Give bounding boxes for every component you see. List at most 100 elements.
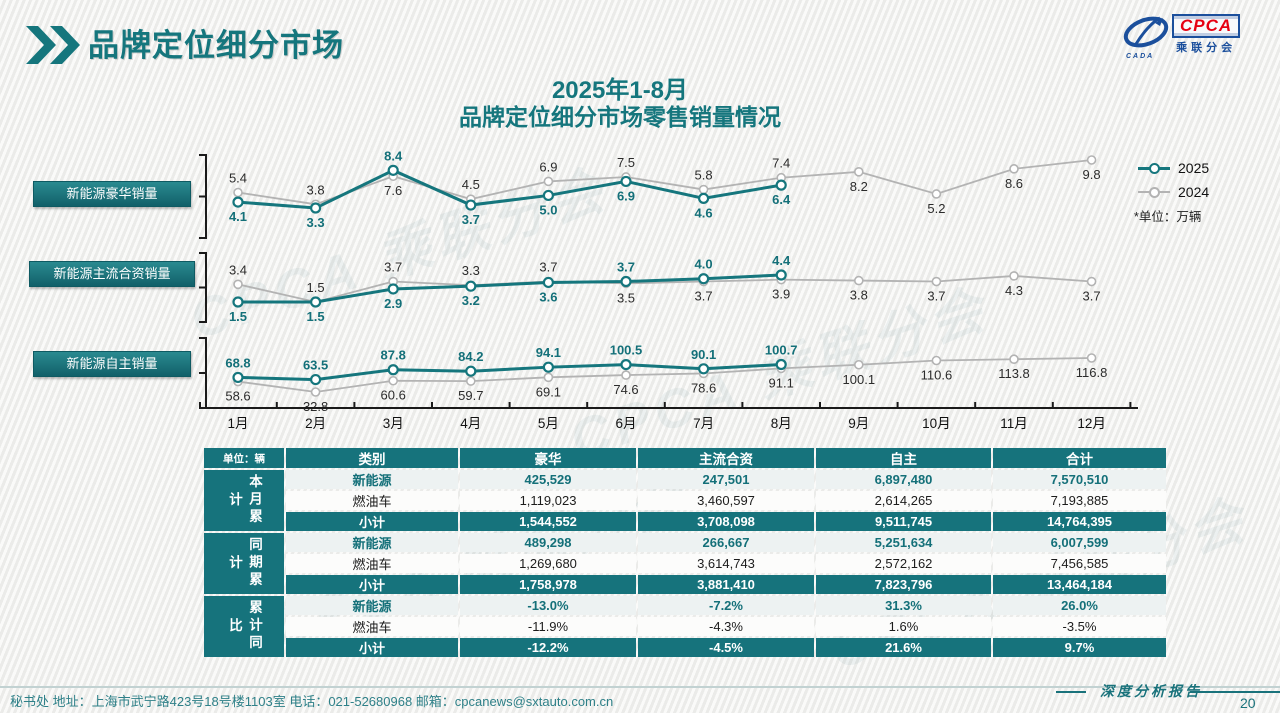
data-label: 3.7 [695, 289, 713, 304]
data-label: 84.2 [458, 349, 483, 364]
table-cell: 3,460,597 [638, 491, 814, 510]
data-label: 4.0 [695, 257, 713, 272]
table-header-row: 单位：辆 类别 豪华 主流合资 自主 合计 [204, 448, 1166, 468]
series-label-luxury: 新能源豪华销量 [33, 181, 191, 207]
table-cell: 247,501 [638, 470, 814, 489]
data-label: 3.9 [772, 287, 790, 302]
data-point-2024 [621, 370, 631, 380]
data-point-2024 [543, 372, 554, 383]
table-cell: 1,269,680 [460, 554, 636, 573]
footer-dash-left [1056, 691, 1086, 693]
table-row-label: 新能源 [286, 470, 458, 489]
data-point-2024 [853, 359, 864, 370]
data-label: 3.7 [617, 260, 635, 275]
cpca-logo: CADA CPCA 乘联分会 [1122, 14, 1241, 60]
data-label: 63.5 [303, 358, 328, 373]
table-group-label: 同期累计 [204, 533, 284, 594]
table-group-label: 本月累计 [204, 470, 284, 531]
data-point-2025 [775, 179, 787, 191]
data-label: 3.8 [850, 288, 868, 303]
data-label: 100.1 [843, 372, 876, 387]
data-point-2025 [542, 361, 554, 373]
legend-2025-marker [1138, 162, 1170, 174]
series-label-mainstream-jv: 新能源主流合资销量 [29, 261, 195, 287]
data-point-2025 [387, 283, 399, 295]
data-label: 3.7 [927, 289, 945, 304]
data-label: 68.8 [225, 355, 250, 370]
table-cell: -4.3% [638, 617, 814, 636]
legend-item-2024: 2024 [1138, 180, 1209, 204]
chart-title-line2: 品牌定位细分市场零售销量情况 [459, 104, 781, 130]
table-row-label: 燃油车 [286, 554, 458, 573]
data-label: 3.3 [307, 215, 325, 230]
data-point-2025 [387, 164, 399, 176]
table-row-label: 小计 [286, 638, 458, 657]
x-axis-month-label: 1月 [227, 416, 248, 431]
data-label: 5.4 [229, 170, 247, 185]
x-axis-month-label: 10月 [922, 416, 951, 431]
data-label: 6.4 [772, 192, 791, 207]
unit-note: *单位：万辆 [1134, 210, 1202, 224]
data-label: 7.5 [617, 155, 635, 170]
data-label: 3.6 [539, 289, 557, 304]
data-label: 4.5 [462, 177, 480, 192]
double-chevron-icon [26, 26, 82, 64]
table-cell: -11.9% [460, 617, 636, 636]
data-point-2024 [931, 189, 942, 199]
table-cell: 266,667 [638, 533, 814, 552]
data-label: 4.3 [1005, 283, 1023, 298]
data-point-2024 [233, 279, 243, 290]
table-cell: 3,881,410 [638, 575, 814, 594]
table-row: 小计 -12.2% -4.5% 21.6% 9.7% [204, 638, 1166, 657]
data-label: 3.7 [462, 212, 480, 227]
data-point-2024 [1086, 155, 1097, 165]
y-axis-bracket [199, 154, 207, 239]
data-point-2025 [309, 373, 322, 386]
table-row: 同期累计 新能源 489,298 266,667 5,251,634 6,007,599 [204, 533, 1166, 594]
table-cell: 5,251,634 [816, 533, 991, 552]
table-column-header: 主流合资 [638, 448, 814, 468]
table-cell: 26.0% [993, 596, 1166, 615]
table-row: 燃油车 1,119,023 3,460,597 2,614,265 7,193,885 [204, 491, 1166, 510]
data-label: 4.6 [695, 205, 713, 220]
data-label: 6.9 [617, 188, 635, 203]
x-axis-month-label: 4月 [460, 416, 481, 431]
data-point-2024 [1086, 353, 1097, 363]
table-cell: 9.7% [993, 638, 1166, 657]
table-row-label: 燃油车 [286, 617, 458, 636]
x-axis-month-label: 5月 [538, 416, 559, 431]
data-point-2024 [853, 275, 864, 286]
data-label: 90.1 [691, 347, 716, 362]
data-label: 7.4 [772, 156, 790, 171]
data-label: 110.6 [921, 368, 953, 383]
table-row: 小计 1,544,552 3,708,098 9,511,745 14,764,395 [204, 512, 1166, 531]
data-label: 4.1 [229, 209, 247, 224]
table-cell: 31.3% [816, 596, 991, 615]
data-point-2025 [620, 175, 632, 188]
data-label: 1.5 [307, 280, 325, 295]
x-axis-month-label: 7月 [693, 416, 714, 431]
line-2024 [237, 275, 1092, 303]
series-label-domestic: 新能源自主销量 [33, 351, 191, 377]
data-label: 1.5 [307, 309, 325, 324]
data-point-2024 [388, 375, 398, 386]
table-cell: -13.0% [460, 596, 636, 615]
data-point-2024 [1009, 164, 1019, 174]
data-point-2025 [465, 199, 477, 211]
data-point-2025 [620, 275, 632, 288]
table-cell: -4.5% [638, 638, 814, 657]
data-label: 32.8 [303, 399, 328, 414]
data-label: 3.7 [539, 260, 557, 275]
x-axis-month-label: 12月 [1077, 416, 1106, 431]
data-point-2025 [232, 371, 244, 384]
footer-contact: 秘书处 地址：上海市武宁路423号18号楼1103室 电话：021-526809… [10, 694, 614, 709]
table-cell: -12.2% [460, 638, 636, 657]
table-group-label: 累计同比 [204, 596, 284, 657]
cada-logo-icon: CADA [1122, 14, 1170, 60]
table-row-label: 燃油车 [286, 491, 458, 510]
data-point-2024 [233, 187, 243, 198]
line-charts: 5.4 4.1 3.8 3.3 8.4 7.6 4.5 3.7 6.9 5.0 7.5 6.9 5.8 4… [199, 150, 1138, 431]
y-axis-bracket [199, 252, 207, 323]
data-point-2025 [620, 358, 632, 371]
data-label: 3.7 [1083, 289, 1101, 304]
